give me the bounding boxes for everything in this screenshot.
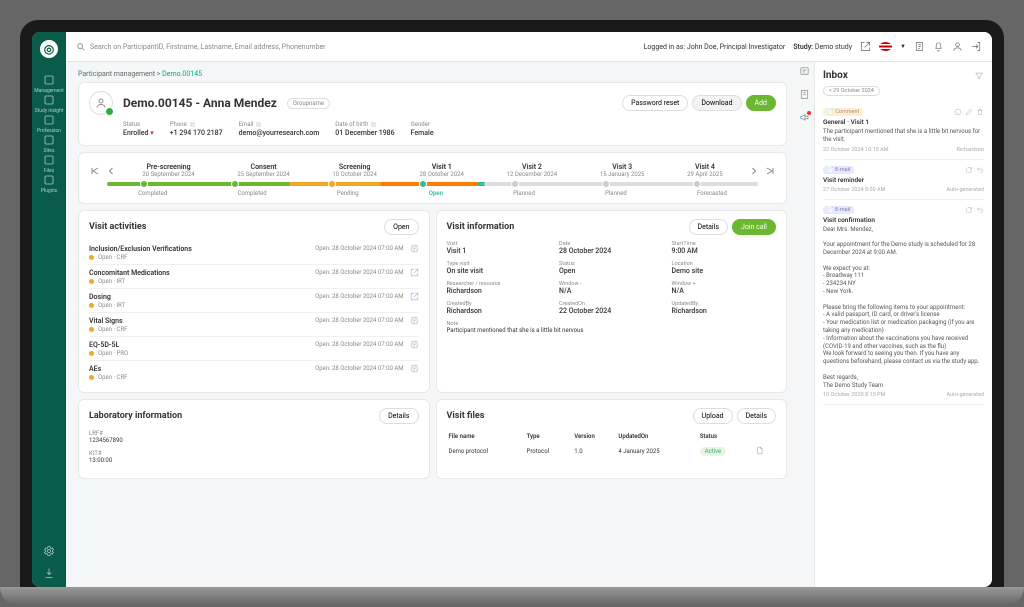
doc-icon[interactable] <box>914 41 925 52</box>
timeline-item[interactable]: Visit 212 December 2024 <box>507 163 558 178</box>
password-reset-button[interactable]: Password reset <box>622 95 688 111</box>
visit-info-card: Visit informationDetailsJoin call VisitV… <box>436 210 788 393</box>
upload-button[interactable]: Upload <box>693 408 733 424</box>
activity-item[interactable]: Concomitant MedicationsOpen: 28 October … <box>89 265 419 289</box>
timeline-end-icon[interactable] <box>764 165 776 177</box>
topbar: Search on ParticipantID, Firstname, Last… <box>66 32 992 62</box>
sidebar-item-plugins[interactable]: Plugins <box>34 174 63 194</box>
info-icon[interactable] <box>954 108 962 116</box>
timeline-item[interactable]: Pre-screening20 September 2024 <box>142 163 194 178</box>
visit-files-card: Visit filesUploadDetails File nameTypeVe… <box>436 399 788 479</box>
note-icon[interactable] <box>799 66 810 79</box>
activity-item[interactable]: Inclusion/Exclusion VerificationsOpen: 2… <box>89 241 419 265</box>
join-call-button[interactable]: Join call <box>732 219 776 235</box>
refresh-icon[interactable] <box>965 166 973 174</box>
timeline-item[interactable]: Visit 315 January 2025 <box>600 163 645 178</box>
visit-timeline: Pre-screening20 September 2024 Consent25 … <box>78 152 787 204</box>
edit-icon[interactable] <box>965 108 973 116</box>
announce-icon[interactable] <box>799 112 810 125</box>
activity-item[interactable]: DosingOpen: 28 October 2024 07:00 AMOpen… <box>89 289 419 313</box>
download-icon[interactable] <box>43 567 55 579</box>
timeline-item[interactable]: Consent25 September 2024 <box>237 163 289 178</box>
date-chip[interactable]: < 29 October 2024 <box>823 86 880 96</box>
timeline-start-icon[interactable] <box>89 165 101 177</box>
visitinfo-details-button[interactable]: Details <box>689 219 728 235</box>
form-icon[interactable] <box>799 89 810 102</box>
visit-activities-card: Visit activitiesOpen Inclusion/Exclusion… <box>78 210 430 393</box>
copy-icon[interactable] <box>370 121 377 128</box>
copy-icon[interactable] <box>189 121 196 128</box>
sidebar-item-study-insight[interactable]: Study insight <box>34 94 63 114</box>
table-row[interactable]: Demo protocolProtocol1.04 January 2025 A… <box>447 443 777 460</box>
return-icon[interactable] <box>976 206 984 214</box>
activity-item[interactable]: Vital SignsOpen: 28 October 2024 07:00 A… <box>89 313 419 337</box>
bell-icon[interactable] <box>933 41 944 52</box>
external-icon[interactable] <box>860 41 871 52</box>
nav-sidebar: ◎ ManagementStudy insightProfessionSites… <box>32 32 66 587</box>
logo[interactable]: ◎ <box>40 40 58 58</box>
group-tag[interactable]: Groupname <box>287 98 330 109</box>
lab-info-card: Laboratory informationDetails LRF#123456… <box>78 399 430 479</box>
settings-icon[interactable] <box>43 545 55 557</box>
timeline-item[interactable]: Visit 128 October 2024 <box>420 163 464 178</box>
user-icon[interactable] <box>952 41 963 52</box>
timeline-item[interactable]: Visit 429 April 2025 <box>687 163 722 178</box>
breadcrumb: Participant management > Demo.00145 <box>78 70 787 78</box>
inbox-panel: Inbox < 29 October 2024 📄 CommentGeneral… <box>814 62 992 587</box>
file-icon[interactable] <box>755 446 764 455</box>
refresh-icon[interactable] <box>965 206 973 214</box>
download-button[interactable]: Download <box>692 95 741 111</box>
timeline-next-icon[interactable] <box>748 165 760 177</box>
timeline-prev-icon[interactable] <box>105 165 117 177</box>
return-icon[interactable] <box>976 166 984 174</box>
inbox-message[interactable]: 📄 CommentGeneral · Visit 1The participan… <box>823 102 984 160</box>
logout-icon[interactable] <box>971 41 982 52</box>
sidebar-item-files[interactable]: Files <box>34 154 63 174</box>
add-button[interactable]: Add <box>746 95 776 111</box>
lab-details-button[interactable]: Details <box>379 408 418 424</box>
inbox-message[interactable]: 📄 E-mailVisit confirmationDear Mrs. Mend… <box>823 200 984 406</box>
trash-icon[interactable] <box>976 108 984 116</box>
files-details-button[interactable]: Details <box>737 408 776 424</box>
status-check-icon <box>105 107 114 116</box>
activity-item[interactable]: AEsOpen: 28 October 2024 07:00 AMOpen · … <box>89 361 419 384</box>
language-flag[interactable] <box>879 42 892 51</box>
participant-header: Demo.00145 - Anna Mendez Groupname Passw… <box>78 82 787 146</box>
avatar <box>89 91 113 115</box>
activities-open-button[interactable]: Open <box>384 219 418 235</box>
activity-item[interactable]: EQ-5D-5LOpen: 28 October 2024 07:00 AMOp… <box>89 337 419 361</box>
sidebar-item-sites[interactable]: Sites <box>34 134 63 154</box>
filter-icon[interactable] <box>974 71 984 81</box>
inbox-type-icons <box>799 62 814 587</box>
inbox-message[interactable]: 📄 E-mailVisit reminder27 October 2024 8:… <box>823 160 984 200</box>
copy-icon[interactable] <box>255 121 262 128</box>
status-badge: Active <box>700 447 727 456</box>
search-icon <box>76 42 86 52</box>
sidebar-item-profession[interactable]: Profession <box>34 114 63 134</box>
timeline-item[interactable]: Screening10 October 2024 <box>332 163 376 178</box>
page-title: Demo.00145 - Anna Mendez <box>123 96 277 110</box>
search-input[interactable]: Search on ParticipantID, Firstname, Last… <box>76 42 636 52</box>
sidebar-item-management[interactable]: Management <box>34 74 63 94</box>
